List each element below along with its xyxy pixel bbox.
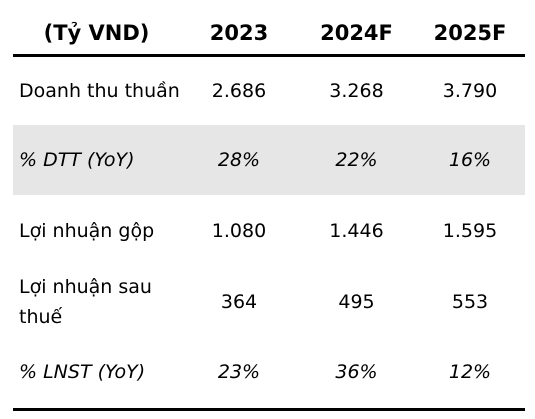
table-cell: 495 xyxy=(338,291,375,313)
header-year-2025f: 2025F xyxy=(415,12,525,57)
table-header-row: (Tỷ VND) 2023 2024F 2025F xyxy=(13,12,525,57)
row-label-revenue: Doanh thu thuần xyxy=(19,79,180,102)
table-cell: 16% xyxy=(448,149,492,171)
table-cell: 28% xyxy=(217,149,261,171)
table-cell: 553 xyxy=(451,291,489,313)
row-label-net-profit-growth: % LNST (YoY) xyxy=(13,337,180,411)
table-cell: 12% xyxy=(415,337,525,411)
table-cell: 1.446 xyxy=(329,220,384,242)
row-label-net-profit: Lợi nhuận sau thuế xyxy=(19,276,152,328)
header-year-2024f: 2024F xyxy=(298,12,415,57)
row-label-revenue-growth: % DTT (YoY) xyxy=(19,149,135,171)
table-row: Lợi nhuận sau thuế 364 495 553 xyxy=(13,267,525,337)
table-row: % DTT (YoY) 28% 22% 16% xyxy=(13,125,525,195)
table-row: Lợi nhuận gộp 1.080 1.446 1.595 xyxy=(13,195,525,267)
table-cell: 2.686 xyxy=(211,79,267,102)
table-cell: 3.790 xyxy=(442,79,498,102)
table-cell: 22% xyxy=(335,149,378,171)
header-year-2023: 2023 xyxy=(180,12,298,57)
table-cell: 1.080 xyxy=(211,220,267,242)
table-cell: 23% xyxy=(180,337,298,411)
row-label-gross-profit: Lợi nhuận gộp xyxy=(19,220,155,242)
header-unit: (Tỷ VND) xyxy=(13,12,180,57)
table-cell: 36% xyxy=(298,337,415,411)
table-cell: 364 xyxy=(220,291,258,313)
table-cell: 3.268 xyxy=(329,79,384,102)
table-cell: 1.595 xyxy=(442,220,498,242)
table-row: Doanh thu thuần 2.686 3.268 3.790 xyxy=(13,55,525,125)
financial-forecast-table: (Tỷ VND) 2023 2024F 2025F Doanh thu thuầ… xyxy=(13,12,525,411)
table-row: % LNST (YoY) 23% 36% 12% xyxy=(13,337,525,411)
